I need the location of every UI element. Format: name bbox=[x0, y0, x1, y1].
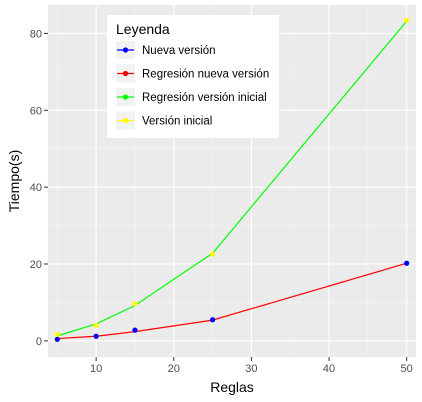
x-tick-label: 10 bbox=[90, 363, 102, 375]
y-tick-label: 20 bbox=[30, 259, 42, 271]
x-tick-label: 50 bbox=[401, 363, 413, 375]
legend-items: Nueva versión Regresión nueva versión Regr… bbox=[116, 41, 269, 130]
legend-label: Regresión nueva versión bbox=[142, 69, 269, 81]
y-tick-label: 40 bbox=[30, 182, 42, 194]
data-point bbox=[93, 333, 99, 339]
data-point bbox=[54, 331, 60, 337]
axis-labels: 10 20 30 40 50 0 20 40 60 80 bbox=[30, 28, 413, 375]
legend-label: Regresión versión inicial bbox=[142, 92, 267, 104]
data-point bbox=[209, 317, 216, 323]
x-axis-title: Reglas bbox=[210, 379, 254, 395]
y-axis-title: Tiempo(s) bbox=[6, 150, 22, 213]
data-point bbox=[132, 300, 138, 307]
legend-title: Leyenda bbox=[116, 21, 170, 37]
data-point bbox=[404, 17, 410, 23]
legend-label: Nueva versión bbox=[142, 45, 216, 57]
legend: Leyenda Nueva versión Regresión nueva ver… bbox=[107, 15, 279, 138]
y-tick-label: 80 bbox=[30, 28, 42, 40]
data-point bbox=[209, 251, 216, 257]
legend-box bbox=[107, 15, 279, 138]
legend-key-point bbox=[122, 94, 129, 100]
axis-ticks bbox=[44, 32, 408, 361]
x-tick-label: 20 bbox=[168, 363, 180, 375]
data-point bbox=[54, 336, 60, 342]
y-tick-label: 0 bbox=[36, 336, 42, 348]
y-tick-label: 60 bbox=[30, 105, 42, 117]
legend-key-point bbox=[122, 117, 129, 124]
data-point bbox=[404, 260, 410, 266]
legend-key-point bbox=[122, 70, 129, 77]
data-point bbox=[93, 322, 99, 329]
legend-key-point bbox=[122, 47, 129, 53]
series-layer bbox=[54, 17, 410, 342]
data-point bbox=[132, 327, 138, 333]
x-tick-label: 40 bbox=[323, 363, 335, 375]
legend-label: Versión inicial bbox=[142, 116, 212, 128]
x-tick-label: 30 bbox=[245, 363, 257, 375]
